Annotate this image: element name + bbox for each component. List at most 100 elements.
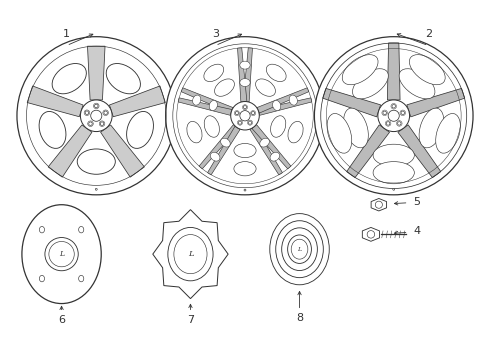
Ellipse shape [220,138,230,147]
Ellipse shape [342,55,377,85]
Text: 8: 8 [295,313,303,323]
Polygon shape [386,43,399,100]
Ellipse shape [435,113,459,153]
Text: 7: 7 [186,315,194,325]
Polygon shape [370,198,386,211]
Ellipse shape [272,100,280,111]
Text: 1: 1 [63,29,70,39]
Circle shape [314,37,472,195]
Polygon shape [109,86,165,117]
Ellipse shape [77,149,115,174]
Circle shape [251,112,254,115]
Polygon shape [152,210,228,298]
Ellipse shape [269,152,279,161]
Text: 4: 4 [412,226,419,237]
Ellipse shape [204,116,219,137]
Circle shape [95,188,97,190]
Circle shape [377,100,409,131]
Ellipse shape [326,113,351,153]
Circle shape [45,238,78,271]
Polygon shape [181,88,232,113]
Ellipse shape [192,95,201,105]
Circle shape [91,110,102,121]
Ellipse shape [288,95,297,105]
Polygon shape [397,125,440,177]
Polygon shape [258,98,311,115]
Circle shape [80,100,112,131]
Text: L: L [187,250,193,258]
Polygon shape [406,89,464,117]
Circle shape [382,111,386,114]
Ellipse shape [233,162,256,176]
Circle shape [397,122,400,125]
Text: 2: 2 [424,29,431,39]
Ellipse shape [418,108,443,148]
Polygon shape [249,126,282,175]
Circle shape [238,121,241,124]
Circle shape [248,121,251,124]
Circle shape [239,111,250,121]
Text: 3: 3 [211,29,218,39]
Ellipse shape [398,69,434,99]
Ellipse shape [269,213,328,285]
Circle shape [400,111,404,114]
Polygon shape [243,48,252,102]
Ellipse shape [343,108,367,148]
Circle shape [391,104,395,108]
Ellipse shape [266,64,285,82]
Ellipse shape [106,63,140,94]
Polygon shape [27,86,83,117]
Polygon shape [322,89,380,117]
Circle shape [165,37,324,195]
Circle shape [235,112,238,115]
Circle shape [94,104,98,108]
Ellipse shape [79,275,83,282]
Ellipse shape [259,138,269,147]
Ellipse shape [270,116,285,137]
Polygon shape [346,125,389,177]
Polygon shape [362,228,379,241]
Polygon shape [207,126,240,175]
Polygon shape [251,125,290,169]
Text: L: L [59,250,64,258]
Circle shape [85,111,88,114]
Ellipse shape [126,112,153,148]
Ellipse shape [233,143,256,158]
Circle shape [88,122,92,125]
Text: 5: 5 [412,197,419,207]
Polygon shape [48,125,92,177]
Ellipse shape [210,152,220,161]
Ellipse shape [209,100,217,111]
Ellipse shape [167,228,213,281]
Text: L: L [297,247,301,252]
Circle shape [17,37,175,195]
Ellipse shape [255,79,275,96]
Polygon shape [199,125,238,169]
Ellipse shape [408,55,444,85]
Polygon shape [101,125,144,177]
Polygon shape [237,48,246,102]
Circle shape [387,110,399,121]
Ellipse shape [22,205,101,303]
Ellipse shape [174,235,206,274]
Ellipse shape [52,63,86,94]
Polygon shape [257,88,308,113]
Ellipse shape [39,275,44,282]
Circle shape [392,188,394,190]
Ellipse shape [372,144,413,166]
Circle shape [49,242,74,267]
Ellipse shape [79,226,83,233]
Polygon shape [87,46,105,100]
Ellipse shape [214,79,234,96]
Circle shape [100,122,103,125]
Ellipse shape [372,162,413,184]
Ellipse shape [239,78,250,86]
Ellipse shape [287,121,303,143]
Text: 6: 6 [58,315,65,325]
Ellipse shape [39,112,66,148]
Circle shape [244,189,245,191]
Ellipse shape [352,69,387,99]
Ellipse shape [186,121,202,143]
Circle shape [386,122,389,125]
Circle shape [103,111,107,114]
